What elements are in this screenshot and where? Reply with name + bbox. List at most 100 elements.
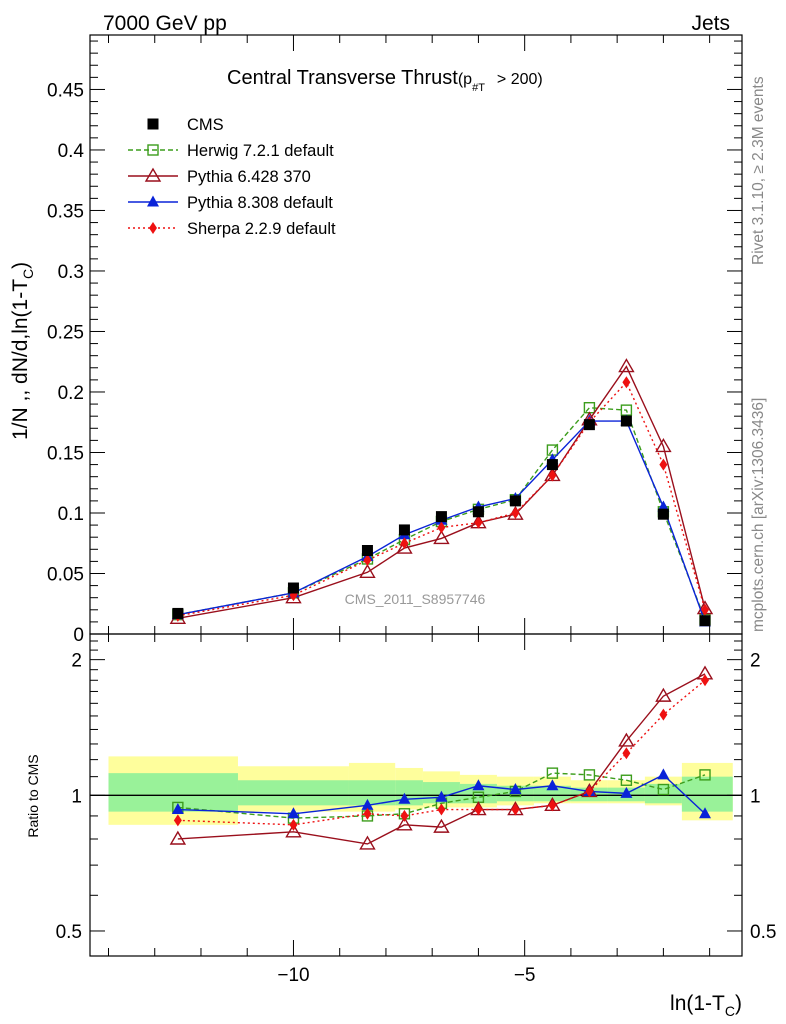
ratio-point-2-5 [472,779,485,791]
main-point-0-8 [583,419,595,431]
xtick-label-1: −5 [514,965,536,986]
main-ylabel-text: 1/N ,, dN/d,ln(1-T [9,279,32,440]
main-point-0-10 [657,508,669,520]
legend-label-3: Pythia 8.308 default [187,194,333,212]
ratio-point-0-11 [699,769,711,781]
ratio-ytick-label-left-2: 2 [71,651,82,672]
ratio-point-3-8 [585,785,594,798]
ratio-band-green-11 [681,776,733,812]
main-ytick-label-7: 0.35 [47,201,84,222]
ratio-point-2-1 [287,807,300,819]
main-ylabel-sub: C [20,269,36,279]
main-point-3-10 [657,500,670,512]
xlabel-text: ln(1-T [670,992,725,1015]
ratio-band-green-3 [395,780,423,806]
header-left: 7000 GeV pp [103,12,227,35]
main-point-0-4 [435,511,447,523]
main-point-4-5 [474,516,483,529]
ratio-point-2-0 [171,803,184,815]
legend-marker-0 [147,118,159,130]
ratio-point-3-0 [173,814,182,827]
main-ylabel: 1/N ,, dN/d,ln(1-TC) [9,262,36,440]
ratio-point-0-8 [583,769,596,781]
main-ytick-label-6: 0.3 [58,262,84,283]
ratio-series-line-2 [177,774,706,815]
main-plot-area [90,35,742,634]
xtick-label-0: −10 [277,965,309,986]
rivet-label: Rivet 3.1.10, ≥ 2.3M events [750,76,767,265]
ratio-point-3-10 [659,708,668,721]
ratio-series-line-3 [177,679,706,826]
ratio-series-line-1 [177,673,706,845]
main-point-0-9 [620,415,632,427]
main-ytick-label-5: 0.25 [47,322,84,343]
main-ytick-label-8: 0.4 [58,141,85,162]
header-right: Jets [691,12,730,35]
main-point-0-7 [546,459,558,471]
analysis-watermark: CMS_2011_S8957746 [345,591,486,607]
ratio-panel-axes: 0.5 0.5 1 1 2 2 −10 −5 [56,633,776,986]
legend-label-4: Sherpa 2.2.9 default [187,220,336,238]
ratio-band-green-1 [237,780,349,806]
ratio-point-1-1 [285,823,302,838]
legend-marker-2 [144,167,162,182]
main-ytick-label-2: 0.1 [58,504,84,525]
legend-marker-4 [149,222,157,234]
main-point-4-2 [363,554,372,567]
ratio-band-green-7 [533,785,571,802]
main-point-4-4 [437,521,446,534]
main-ytick-label-1: 0.05 [47,564,84,585]
main-point-4-7 [548,469,557,482]
main-point-2-9 [618,358,635,373]
ratio-ylabel: Ratio to CMS [25,754,41,837]
main-point-2-10 [655,438,672,453]
main-point-4-9 [622,376,631,389]
legend-marker-3 [147,195,159,207]
main-series-line-1 [177,406,706,620]
main-ylabel-end: ) [9,262,32,269]
legend-marker-1 [147,144,159,156]
main-point-0-11 [699,615,711,627]
chart-title: Central Transverse Thrust(p#T > 200) [227,67,543,94]
ratio-point-0-7 [546,767,559,779]
main-panel-axes: 0 0.05 0.1 0.15 0.2 0.25 0.3 0.35 0.4 0.45 [47,34,743,646]
main-point-4-3 [400,537,409,550]
ratio-point-2-3 [398,792,411,804]
main-point-0-6 [509,495,521,507]
main-panel-series [169,358,714,627]
main-ytick-label-3: 0.15 [47,443,84,464]
main-point-4-11 [701,603,710,616]
ratio-point-0-9 [620,774,633,786]
main-point-4-10 [659,458,668,471]
legend: CMS Herwig 7.2.1 default Pythia 6.428 370 P… [128,116,336,238]
main-point-2-4 [433,530,450,545]
legend-label-1: Herwig 7.2.1 default [187,142,334,160]
mcplots-label: mcplots.cern.ch [arXiv:1306.3436] [750,398,767,632]
ratio-point-3-11 [701,674,710,687]
ratio-point-2-10 [657,768,670,780]
ratio-point-3-9 [622,747,631,760]
main-point-0-0 [172,607,184,619]
main-series-line-4 [177,381,706,617]
legend-label-0: CMS [187,116,224,134]
ratio-point-2-2 [361,798,374,810]
ratio-point-1-9 [618,732,635,747]
ratio-series-line-0 [177,772,706,819]
main-panel-background [90,35,742,634]
ratio-point-2-4 [435,790,448,802]
main-point-2-2 [359,563,376,578]
main-ytick-label-4: 0.2 [58,383,84,404]
chart-title-sub: #T [472,82,485,94]
chart-title-text: Central Transverse Thrust [227,67,458,89]
ratio-ytick-label-right-0: 0.5 [750,922,776,943]
ratio-band-green-2 [348,780,396,806]
ratio-point-3-3 [400,809,409,822]
xlabel: ln(1-TC) [670,992,742,1019]
ratio-point-1-4 [433,818,450,833]
main-point-2-3 [396,539,413,554]
ratio-point-0-10 [657,783,670,796]
ratio-point-1-2 [359,835,376,850]
main-series-line-3 [177,420,706,623]
main-point-0-3 [398,524,410,536]
